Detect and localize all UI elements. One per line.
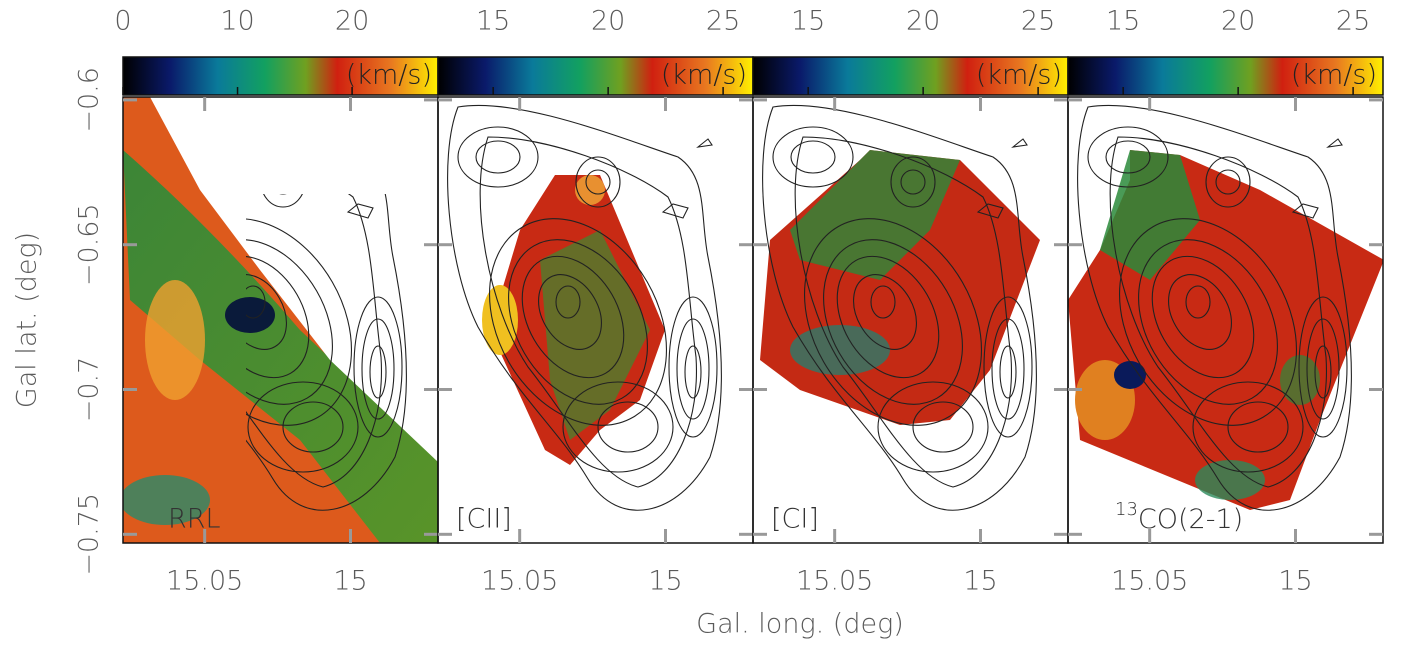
colorbar-tick-label: 10 (220, 6, 254, 37)
colorbar-tick-label: 20 (335, 6, 369, 37)
y-axis-label: Gal lat. (deg) (12, 232, 43, 408)
panel-label-sup: 13 (1115, 499, 1138, 520)
x-tick-label: 15.05 (1111, 566, 1188, 597)
y-tick-label: −0.7 (74, 357, 105, 423)
colorbar-unit: (km/s) (976, 60, 1062, 91)
colorbar-tick-label: 15 (1106, 6, 1140, 37)
colorbar-tick-label: 0 (114, 6, 131, 37)
x-tick-label: 15 (333, 566, 367, 597)
colorbar-tick-label: 20 (1221, 6, 1255, 37)
colorbar-unit: (km/s) (661, 60, 747, 91)
colorbar-tick-label: 20 (591, 6, 625, 37)
y-tick-label: −0.65 (74, 203, 105, 286)
x-tick-label: 15 (1278, 566, 1312, 597)
x-tick-label: 15 (648, 566, 682, 597)
colorbar-tick-label: 25 (1021, 6, 1055, 37)
y-tick-label: −0.6 (74, 67, 105, 133)
colorbar-unit: (km/s) (1291, 60, 1377, 91)
panel-label: 13CO(2-1) (1115, 499, 1243, 535)
panel-label-text: CO(2-1) (1138, 504, 1243, 535)
map-cii (482, 175, 665, 465)
x-tick-label: 15.05 (796, 566, 873, 597)
colorbar-unit: (km/s) (346, 60, 432, 91)
colorbar (437, 56, 754, 96)
colorbar (752, 56, 1069, 96)
map-rrl (123, 97, 438, 543)
panel-label: [CI] (771, 504, 819, 535)
x-tick-label: 15.05 (481, 566, 558, 597)
x-tick-label: 15.05 (166, 566, 243, 597)
x-tick-label: 15 (963, 566, 997, 597)
colorbar-tick-label: 25 (706, 6, 740, 37)
colorbar-tick-label: 15 (791, 6, 825, 37)
colorbar-tick-label: 20 (906, 6, 940, 37)
panel-frame (1067, 96, 1384, 544)
colorbar (1067, 56, 1384, 96)
x-axis-label: Gal. long. (deg) (696, 609, 904, 640)
panel-label: RRL (168, 504, 221, 535)
colorbar-tick-label: 25 (1336, 6, 1370, 37)
colorbar-tick-label: 15 (476, 6, 510, 37)
map-ci (760, 150, 1040, 425)
y-tick-label: −0.75 (74, 493, 105, 576)
map-13co (1068, 150, 1383, 510)
panel-label: [CII] (456, 504, 512, 535)
